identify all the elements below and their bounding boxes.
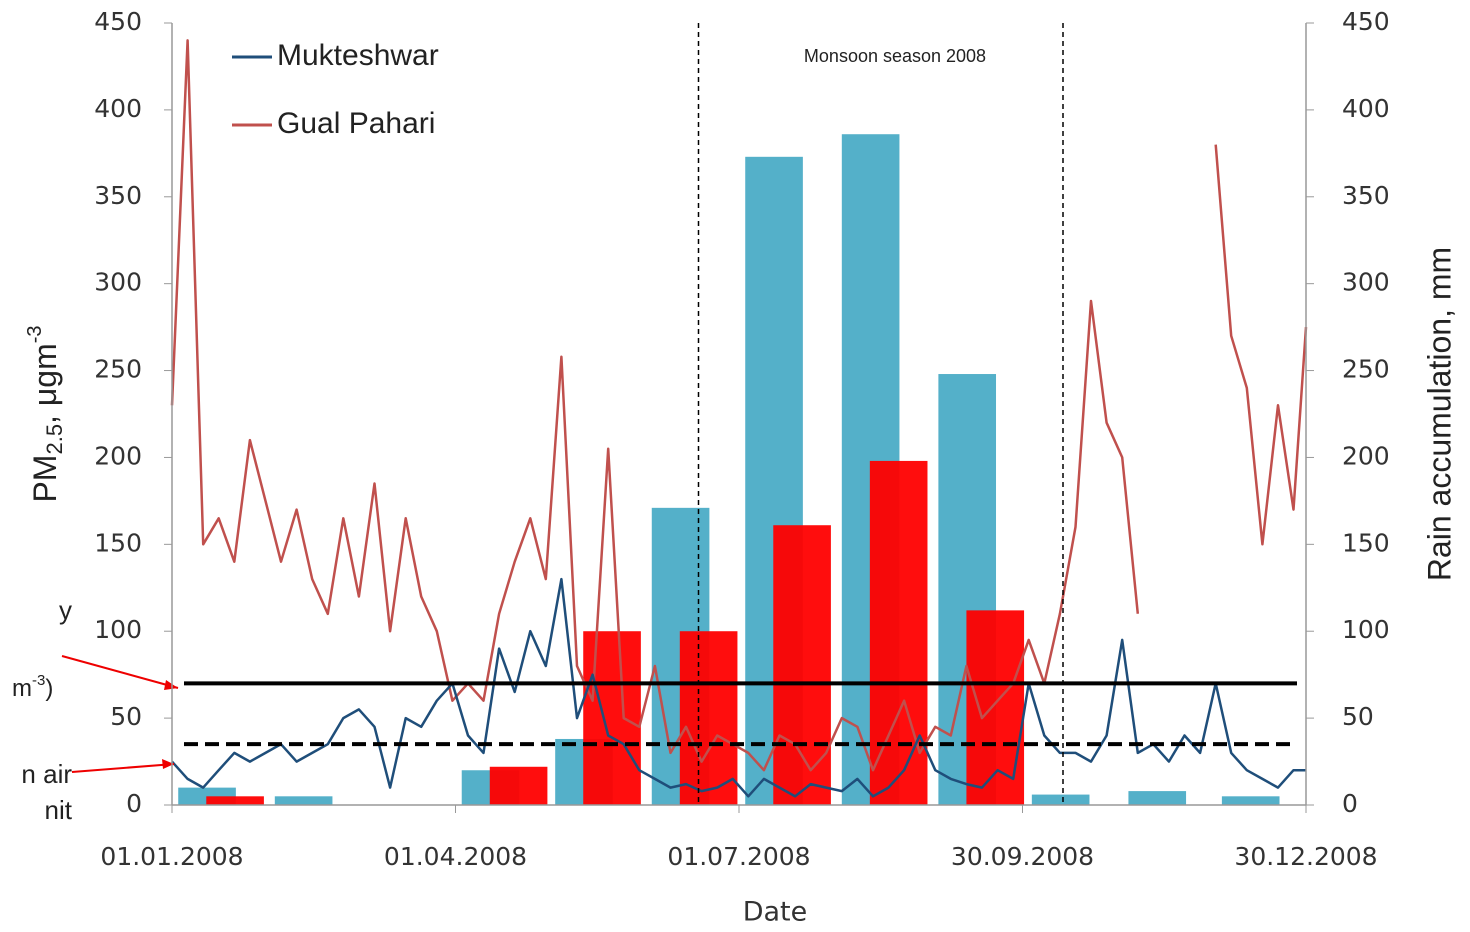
x-tick-label: 30.12.2008 xyxy=(1234,842,1377,871)
rain-bar xyxy=(679,631,738,805)
rain-bar xyxy=(1221,796,1280,805)
note-arrow xyxy=(71,763,175,773)
rain-bar xyxy=(773,525,831,805)
rain-bar xyxy=(1128,791,1187,805)
y2-axis-label: Rain accumulation, mm xyxy=(1421,247,1457,581)
annotation: Monsoon season 2008 xyxy=(804,46,986,66)
y-tick-label: 350 xyxy=(94,181,142,210)
arrow-head xyxy=(164,680,178,690)
side-note-part: m xyxy=(12,675,32,702)
x-tick-label: 30.09.2008 xyxy=(951,842,1094,871)
y-tick-label: 400 xyxy=(94,94,142,123)
y2-tick-label: 400 xyxy=(1342,94,1390,123)
legend-label: Gual Pahari xyxy=(277,107,435,140)
y-label-base: PM xyxy=(27,455,63,503)
rain-bar xyxy=(274,796,333,805)
arrow-head xyxy=(162,759,174,769)
bars-layer xyxy=(178,134,1280,805)
y-axis-label: PM2.5, μgm-3 xyxy=(24,325,67,502)
y-tick-label: 100 xyxy=(94,615,142,644)
x-axis-label: Date xyxy=(743,897,808,928)
y-tick-label: 250 xyxy=(94,355,142,384)
y2-tick-label: 300 xyxy=(1342,268,1390,297)
y2-tick-label: 150 xyxy=(1342,528,1390,557)
side-note: nit xyxy=(45,795,73,825)
y-tick-label: 450 xyxy=(94,7,142,36)
x-tick-label: 01.04.2008 xyxy=(384,842,527,871)
side-note-sup: -3 xyxy=(32,672,45,689)
x-tick-label: 01.01.2008 xyxy=(100,842,243,871)
rain-bar xyxy=(489,766,548,805)
y-label-rest: , μgm xyxy=(27,343,63,424)
rain-bar xyxy=(966,610,1025,805)
side-note: m-3) xyxy=(12,672,53,702)
side-note: y xyxy=(59,595,72,625)
rain-bar xyxy=(583,631,641,805)
side-note: n air xyxy=(21,759,72,789)
y2-tick-label: 100 xyxy=(1342,615,1390,644)
rain-bar xyxy=(1031,794,1090,805)
y2-tick-label: 250 xyxy=(1342,355,1390,384)
y-tick-label: 300 xyxy=(94,268,142,297)
y-tick-label: 50 xyxy=(110,702,142,731)
y2-tick-label: 350 xyxy=(1342,181,1390,210)
side-note-part: ) xyxy=(45,675,53,702)
y-label-sup: -3 xyxy=(24,325,46,343)
y2-tick-label: 0 xyxy=(1342,789,1358,818)
note-arrow xyxy=(61,655,179,689)
lines-layer xyxy=(170,39,1308,798)
y-label-sub: 2.5 xyxy=(42,424,67,455)
legend-label: Mukteshwar xyxy=(277,39,439,72)
y2-tick-label: 50 xyxy=(1342,702,1374,731)
y2-tick-label: 200 xyxy=(1342,441,1390,470)
y-tick-label: 0 xyxy=(126,789,142,818)
rain-bar xyxy=(206,796,264,805)
x-tick-label: 01.07.2008 xyxy=(667,842,810,871)
y2-tick-label: 450 xyxy=(1342,7,1390,36)
series-line xyxy=(171,577,1306,798)
y-tick-label: 150 xyxy=(94,528,142,557)
series-line xyxy=(170,39,1308,772)
y-tick-label: 200 xyxy=(94,441,142,470)
